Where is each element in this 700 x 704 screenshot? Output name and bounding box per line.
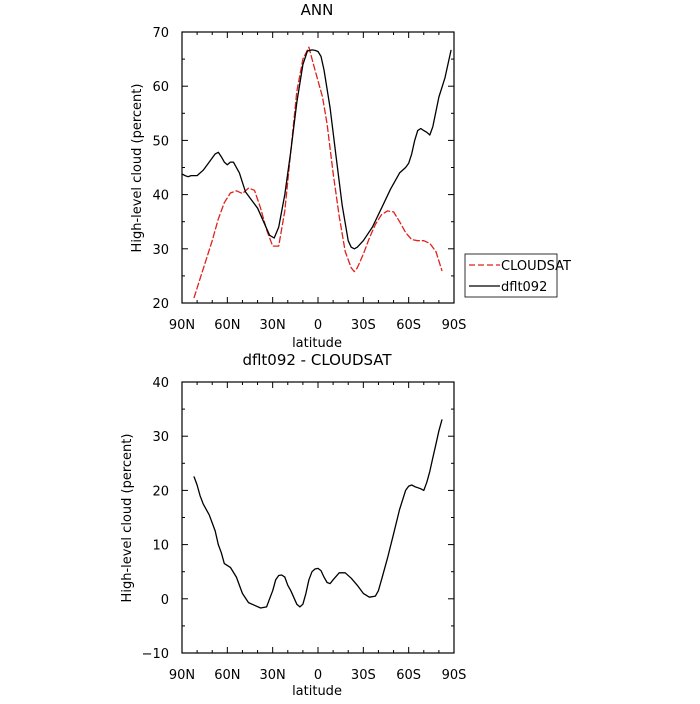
top-series-line-dflt092 <box>181 49 452 250</box>
top-x-tick-label: 60N <box>214 318 240 333</box>
legend: CLOUDSAT dflt092 <box>464 253 571 298</box>
bottom-x-tick-label: 0 <box>314 668 322 683</box>
top-series-line-cloudsat <box>193 46 443 299</box>
legend-label-dflt092: dflt092 <box>501 280 547 295</box>
top-x-tick-label: 30S <box>351 318 376 333</box>
bottom-x-tick-label: 60N <box>214 668 240 683</box>
top-x-tick-label: 90S <box>442 318 467 333</box>
bottom-y-tick-label: 40 <box>152 376 169 391</box>
top-chart-title: ANN <box>301 1 334 19</box>
bottom-chart-title: dflt092 - CLOUDSAT <box>242 351 392 369</box>
bottom-series-lines <box>193 419 443 609</box>
legend-box <box>464 253 558 298</box>
bottom-x-tick-label: 60S <box>396 668 421 683</box>
top-y-tick-label: 20 <box>152 297 169 312</box>
top-x-tick-label: 60S <box>396 318 421 333</box>
bottom-panel: dflt092 - CLOUDSAT 90N 60N 30N 0 30S 60S 90S −… <box>120 351 466 699</box>
bottom-y-axis: −10 0 10 20 30 40 <box>142 376 454 662</box>
top-y-tick-label: 30 <box>152 243 169 258</box>
bottom-plot-frame <box>181 381 455 654</box>
top-x-tick-label: 90N <box>169 318 195 333</box>
legend-label-cloudsat: CLOUDSAT <box>501 259 571 274</box>
bottom-x-tick-label: 90N <box>169 668 195 683</box>
top-x-axis: 90N 60N 30N 0 30S 60S 90S <box>169 32 467 333</box>
bottom-x-tick-label: 30S <box>351 668 376 683</box>
top-panel: ANN 90N 60N 30N 0 30S 60S 90S 20 30 40 50 60 70 lat… <box>130 1 466 351</box>
top-y-axis-label: High-level cloud (percent) <box>130 84 145 253</box>
top-plot-frame <box>181 31 455 304</box>
bottom-y-tick-label: 20 <box>152 484 169 499</box>
top-y-tick-label: 60 <box>152 80 169 95</box>
top-x-axis-label: latitude <box>292 336 342 351</box>
bottom-x-axis-label: latitude <box>292 684 342 699</box>
top-series-lines <box>181 46 452 299</box>
bottom-y-tick-label: 0 <box>161 593 169 608</box>
bottom-y-tick-label: −10 <box>142 647 169 662</box>
bottom-y-tick-label: 10 <box>152 539 169 554</box>
bottom-y-axis-label: High-level cloud (percent) <box>120 434 135 603</box>
top-y-tick-label: 50 <box>152 134 169 149</box>
top-x-tick-label: 30N <box>260 318 286 333</box>
top-y-axis: 20 30 40 50 60 70 <box>152 26 454 312</box>
top-y-tick-label: 70 <box>152 26 169 41</box>
top-x-tick-label: 0 <box>314 318 322 333</box>
bottom-x-tick-label: 30N <box>260 668 286 683</box>
top-y-tick-label: 40 <box>152 189 169 204</box>
bottom-x-tick-label: 90S <box>442 668 467 683</box>
bottom-y-tick-label: 30 <box>152 430 169 445</box>
bottom-x-axis: 90N 60N 30N 0 30S 60S 90S <box>169 382 467 683</box>
bottom-series-line-difference <box>193 419 443 609</box>
